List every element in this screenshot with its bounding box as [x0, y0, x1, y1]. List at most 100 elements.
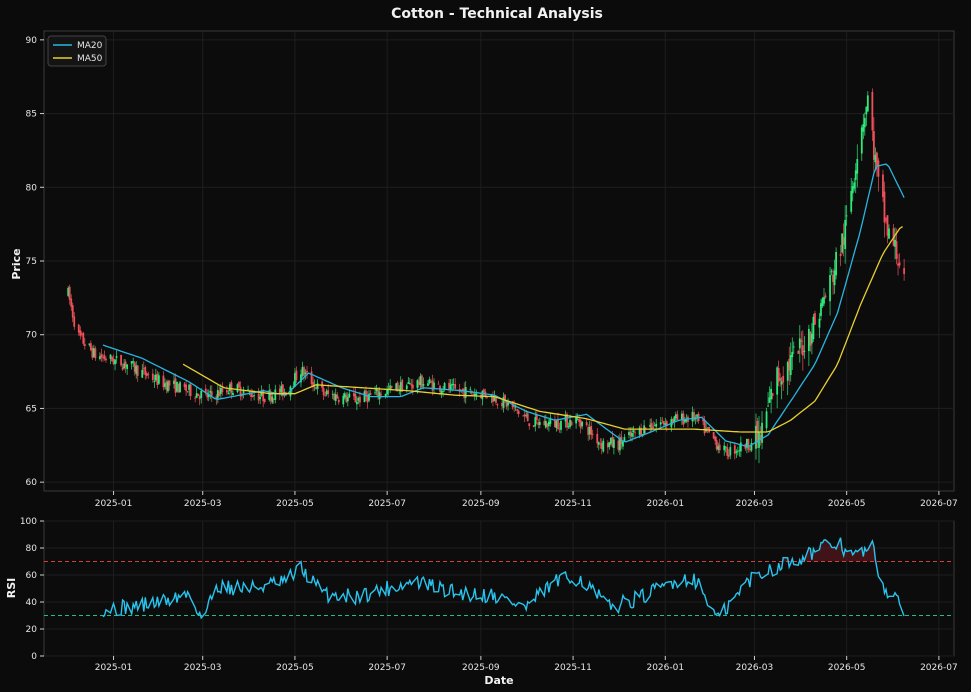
candle-body: [523, 414, 526, 417]
candle-body: [133, 362, 136, 372]
candle-body: [755, 425, 757, 449]
candle-body: [823, 297, 825, 304]
candle-body: [218, 391, 221, 396]
candle-body: [782, 375, 785, 383]
candle-body: [280, 385, 283, 393]
candle-body: [702, 419, 704, 422]
candle-body: [126, 364, 129, 370]
candle-body: [268, 390, 271, 400]
candle-body: [411, 384, 414, 389]
candle-body: [673, 416, 676, 423]
candle-body: [578, 419, 581, 423]
candle-body: [357, 398, 360, 401]
candle-body: [168, 380, 171, 386]
candle-body: [833, 270, 836, 286]
candle-body: [569, 419, 571, 427]
candle-body: [600, 442, 603, 450]
candle-body: [121, 367, 124, 370]
candle-body: [611, 437, 614, 447]
candle-body: [352, 393, 355, 397]
candle-body: [315, 386, 317, 390]
candle-body: [606, 443, 609, 448]
candle-body: [579, 419, 582, 428]
candle-body: [714, 436, 717, 441]
candle-body: [507, 402, 509, 406]
candle-body: [416, 380, 419, 388]
candle-body: [271, 396, 274, 403]
candle-body: [770, 388, 772, 400]
candle-body: [176, 381, 178, 392]
candle-body: [195, 393, 198, 398]
candle-body: [830, 271, 833, 273]
candle-body: [109, 354, 112, 359]
candle-body: [306, 370, 308, 373]
candle-body: [767, 405, 769, 407]
candle-body: [866, 95, 869, 112]
candle-body: [496, 404, 499, 406]
candle-body: [872, 131, 875, 160]
candle-body: [94, 348, 97, 359]
candle-body: [130, 361, 133, 364]
candle-body: [136, 365, 139, 376]
candle-body: [895, 241, 898, 259]
candle-body: [851, 186, 854, 194]
candle-body: [183, 383, 186, 388]
candle-body: [581, 421, 584, 427]
candle-body: [449, 384, 452, 391]
rsi-xtick-label: 2025-05: [276, 663, 314, 673]
candle-body: [386, 388, 389, 395]
candle-body: [504, 394, 506, 401]
candle-body: [576, 418, 579, 420]
candle-body: [517, 410, 520, 415]
candle-body: [811, 333, 813, 344]
candle-body: [712, 432, 715, 439]
price-ytick-label: 70: [26, 331, 38, 341]
candle-body: [779, 378, 782, 381]
candle-body: [247, 389, 249, 391]
candle-body: [427, 383, 429, 386]
candle-body: [703, 419, 706, 434]
candle-body: [216, 390, 219, 399]
candle-body: [661, 419, 664, 421]
candle-body: [696, 414, 698, 417]
candle-body: [591, 433, 594, 435]
candle-body: [528, 423, 531, 427]
candle-body: [260, 390, 263, 396]
candle-body: [883, 191, 886, 223]
candle-body: [853, 182, 856, 189]
candle-body: [451, 383, 454, 386]
candle-body: [631, 433, 633, 437]
candle-body: [514, 406, 517, 408]
candle-body: [198, 396, 201, 400]
candle-body: [768, 397, 771, 403]
candle-body: [390, 385, 393, 388]
price-ytick-label: 80: [26, 183, 38, 193]
candle-body: [665, 421, 668, 427]
price-x-ticks: 2025-01 2025-03 2025-05 2025-07 2025-09 2025-…: [95, 491, 958, 509]
price-xtick-label: 2025-05: [276, 499, 314, 509]
candle-body: [587, 426, 590, 435]
candle-body: [263, 398, 266, 403]
candle-body: [442, 390, 444, 392]
candle-body: [167, 381, 169, 392]
candle-body: [269, 391, 272, 401]
candle-body: [354, 393, 357, 403]
candle-body: [433, 382, 435, 389]
candle-body: [274, 389, 277, 400]
candle-body: [885, 218, 887, 221]
candle-body: [649, 424, 652, 427]
candle-body: [693, 412, 695, 421]
candle-body: [789, 355, 792, 376]
candle-body: [535, 414, 538, 421]
candle-body: [440, 390, 443, 394]
candle-body: [331, 394, 334, 395]
candle-body: [473, 393, 476, 396]
candle-body: [691, 411, 694, 422]
candle-body: [801, 345, 804, 356]
candle-body: [472, 394, 475, 395]
candle-body: [609, 437, 612, 444]
rsi-ytick-label: 100: [20, 517, 37, 527]
candle-body: [230, 382, 233, 393]
candle-body: [845, 215, 848, 217]
